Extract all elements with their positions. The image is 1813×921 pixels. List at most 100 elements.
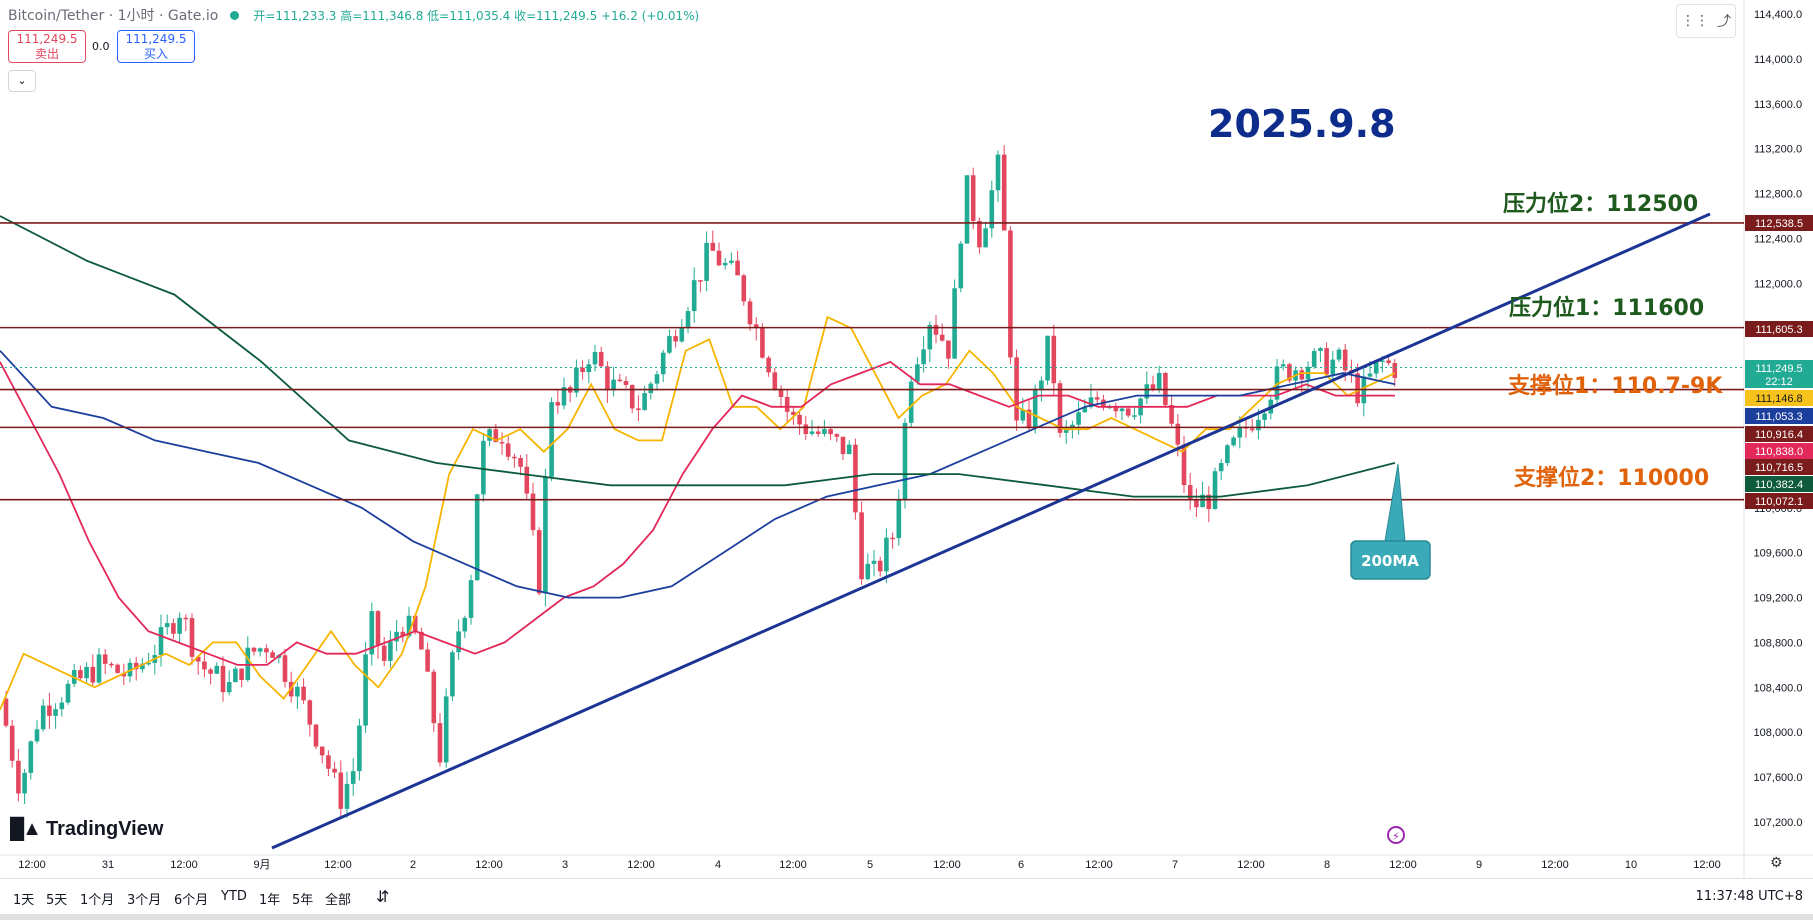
candle-body <box>710 242 716 251</box>
chart-tools-panel[interactable]: ⋮⋮ ⤴ <box>1676 4 1736 38</box>
flash-icon[interactable]: ⚡ <box>1387 826 1405 844</box>
candle-body <box>555 402 561 406</box>
x-tick-label: 3 <box>562 859 568 871</box>
candle-body <box>1045 335 1050 381</box>
candle-body <box>40 705 46 730</box>
candle-body <box>96 654 102 683</box>
range-1y[interactable]: 1年 <box>259 893 281 908</box>
resistance-1-label: 压力位1：111600 <box>1509 295 1704 321</box>
candle-body <box>865 563 871 580</box>
scrollbar[interactable] <box>0 914 1813 920</box>
candle-body <box>636 408 641 411</box>
candle-body <box>791 411 796 415</box>
ma-mid-line <box>0 360 1395 666</box>
y-tick-label: 114,400.0 <box>1754 9 1802 21</box>
range-1m[interactable]: 1个月 <box>80 893 115 908</box>
candle-body <box>598 351 604 367</box>
candle-body <box>815 431 821 434</box>
candle-body <box>183 617 189 620</box>
candle-body <box>549 402 554 477</box>
candle-body <box>741 275 747 302</box>
candle-body <box>1225 445 1230 464</box>
candle-body <box>884 537 889 572</box>
x-tick-label: 9 <box>1476 859 1482 871</box>
range-5y[interactable]: 5年 <box>292 893 314 908</box>
candle-body <box>295 686 300 697</box>
candle-body <box>859 512 864 580</box>
candle-body <box>1008 230 1013 358</box>
candle-body <box>809 431 815 434</box>
candle-body <box>561 387 567 406</box>
range-5d[interactable]: 5天 <box>46 893 68 908</box>
candle-body <box>1187 485 1193 501</box>
x-tick-label: 5 <box>867 859 873 871</box>
candle-body <box>146 662 151 665</box>
range-6m[interactable]: 6个月 <box>174 893 209 908</box>
candle-body <box>1380 360 1385 362</box>
candle-body <box>16 760 21 794</box>
candle-body <box>394 631 399 642</box>
tradingview-mark-icon: █▲ <box>10 818 42 840</box>
candle-body <box>65 683 71 703</box>
candle-body <box>412 615 418 632</box>
range-3m[interactable]: 3个月 <box>127 893 162 908</box>
chart-style-icon[interactable]: ⤴ <box>1717 14 1731 30</box>
candle-body <box>1342 349 1348 371</box>
x-tick-label: 8 <box>1324 859 1330 871</box>
x-tick-label: 12:00 <box>170 859 198 871</box>
x-tick-label: 12:00 <box>1693 859 1721 871</box>
candle-body <box>648 383 654 394</box>
candle-body <box>1076 412 1081 425</box>
candle-body <box>716 250 722 266</box>
ma-200-line <box>0 215 1396 498</box>
price-tag-bg <box>1745 493 1813 509</box>
compare-icon[interactable]: ⇵ <box>376 887 390 906</box>
candle-body <box>915 364 920 382</box>
price-tag-label: 111,249.5 <box>1755 363 1802 375</box>
x-tick-label: 12:00 <box>1237 859 1265 871</box>
spread-value: 0.0 <box>92 40 110 53</box>
candle-body <box>34 729 40 742</box>
range-1d[interactable]: 1天 <box>13 893 35 908</box>
candle-body <box>760 327 765 358</box>
gear-icon[interactable]: ⚙ <box>1770 855 1783 871</box>
candle-body <box>319 746 325 756</box>
candle-body <box>735 260 740 276</box>
candle-body <box>1088 397 1094 408</box>
symbol-title[interactable]: Bitcoin/Tether · 1小时 · Gate.io <box>8 8 219 24</box>
support-2-label: 支撑位2：110000 <box>1514 465 1709 491</box>
drag-handle-icon[interactable]: ⋮⋮ <box>1681 13 1709 29</box>
candle-body <box>177 617 182 634</box>
candle-body <box>443 696 449 763</box>
tradingview-logo: █▲ TradingView <box>10 818 163 841</box>
candle-body <box>617 379 623 382</box>
candle-body <box>1336 349 1342 360</box>
support-1-label: 支撑位1：110.7-9K <box>1508 373 1723 399</box>
ohlc-readout: 开=111,233.3 高=111,346.8 低=111,035.4 收=11… <box>253 8 700 23</box>
candle-body <box>431 671 437 724</box>
candle-body <box>1181 444 1187 486</box>
candle-body <box>530 493 536 531</box>
buy-button[interactable]: 111,249.5 买入 <box>117 30 195 63</box>
candle-body <box>673 336 678 342</box>
candle-body <box>623 381 629 385</box>
candle-body <box>1026 409 1032 429</box>
chevron-down-icon[interactable]: ⌄ <box>8 70 36 92</box>
candle-body <box>1144 384 1150 399</box>
candle-body <box>1274 366 1280 400</box>
candle-body <box>667 336 672 353</box>
candle-body <box>1287 364 1292 381</box>
candle-body <box>202 661 207 670</box>
candle-body <box>1094 397 1100 400</box>
candle-body <box>778 389 784 397</box>
range-all[interactable]: 全部 <box>325 893 352 908</box>
candle-body <box>388 641 393 661</box>
range-ytd[interactable]: YTD <box>221 889 247 904</box>
y-tick-label: 108,000.0 <box>1754 727 1803 739</box>
ma-callout-label: 200MA <box>1361 552 1419 570</box>
sell-button[interactable]: 111,249.5 卖出 <box>8 30 86 63</box>
candle-body <box>1175 423 1181 445</box>
candle-body <box>939 334 945 341</box>
price-tag-label: 110,716.5 <box>1755 462 1803 474</box>
